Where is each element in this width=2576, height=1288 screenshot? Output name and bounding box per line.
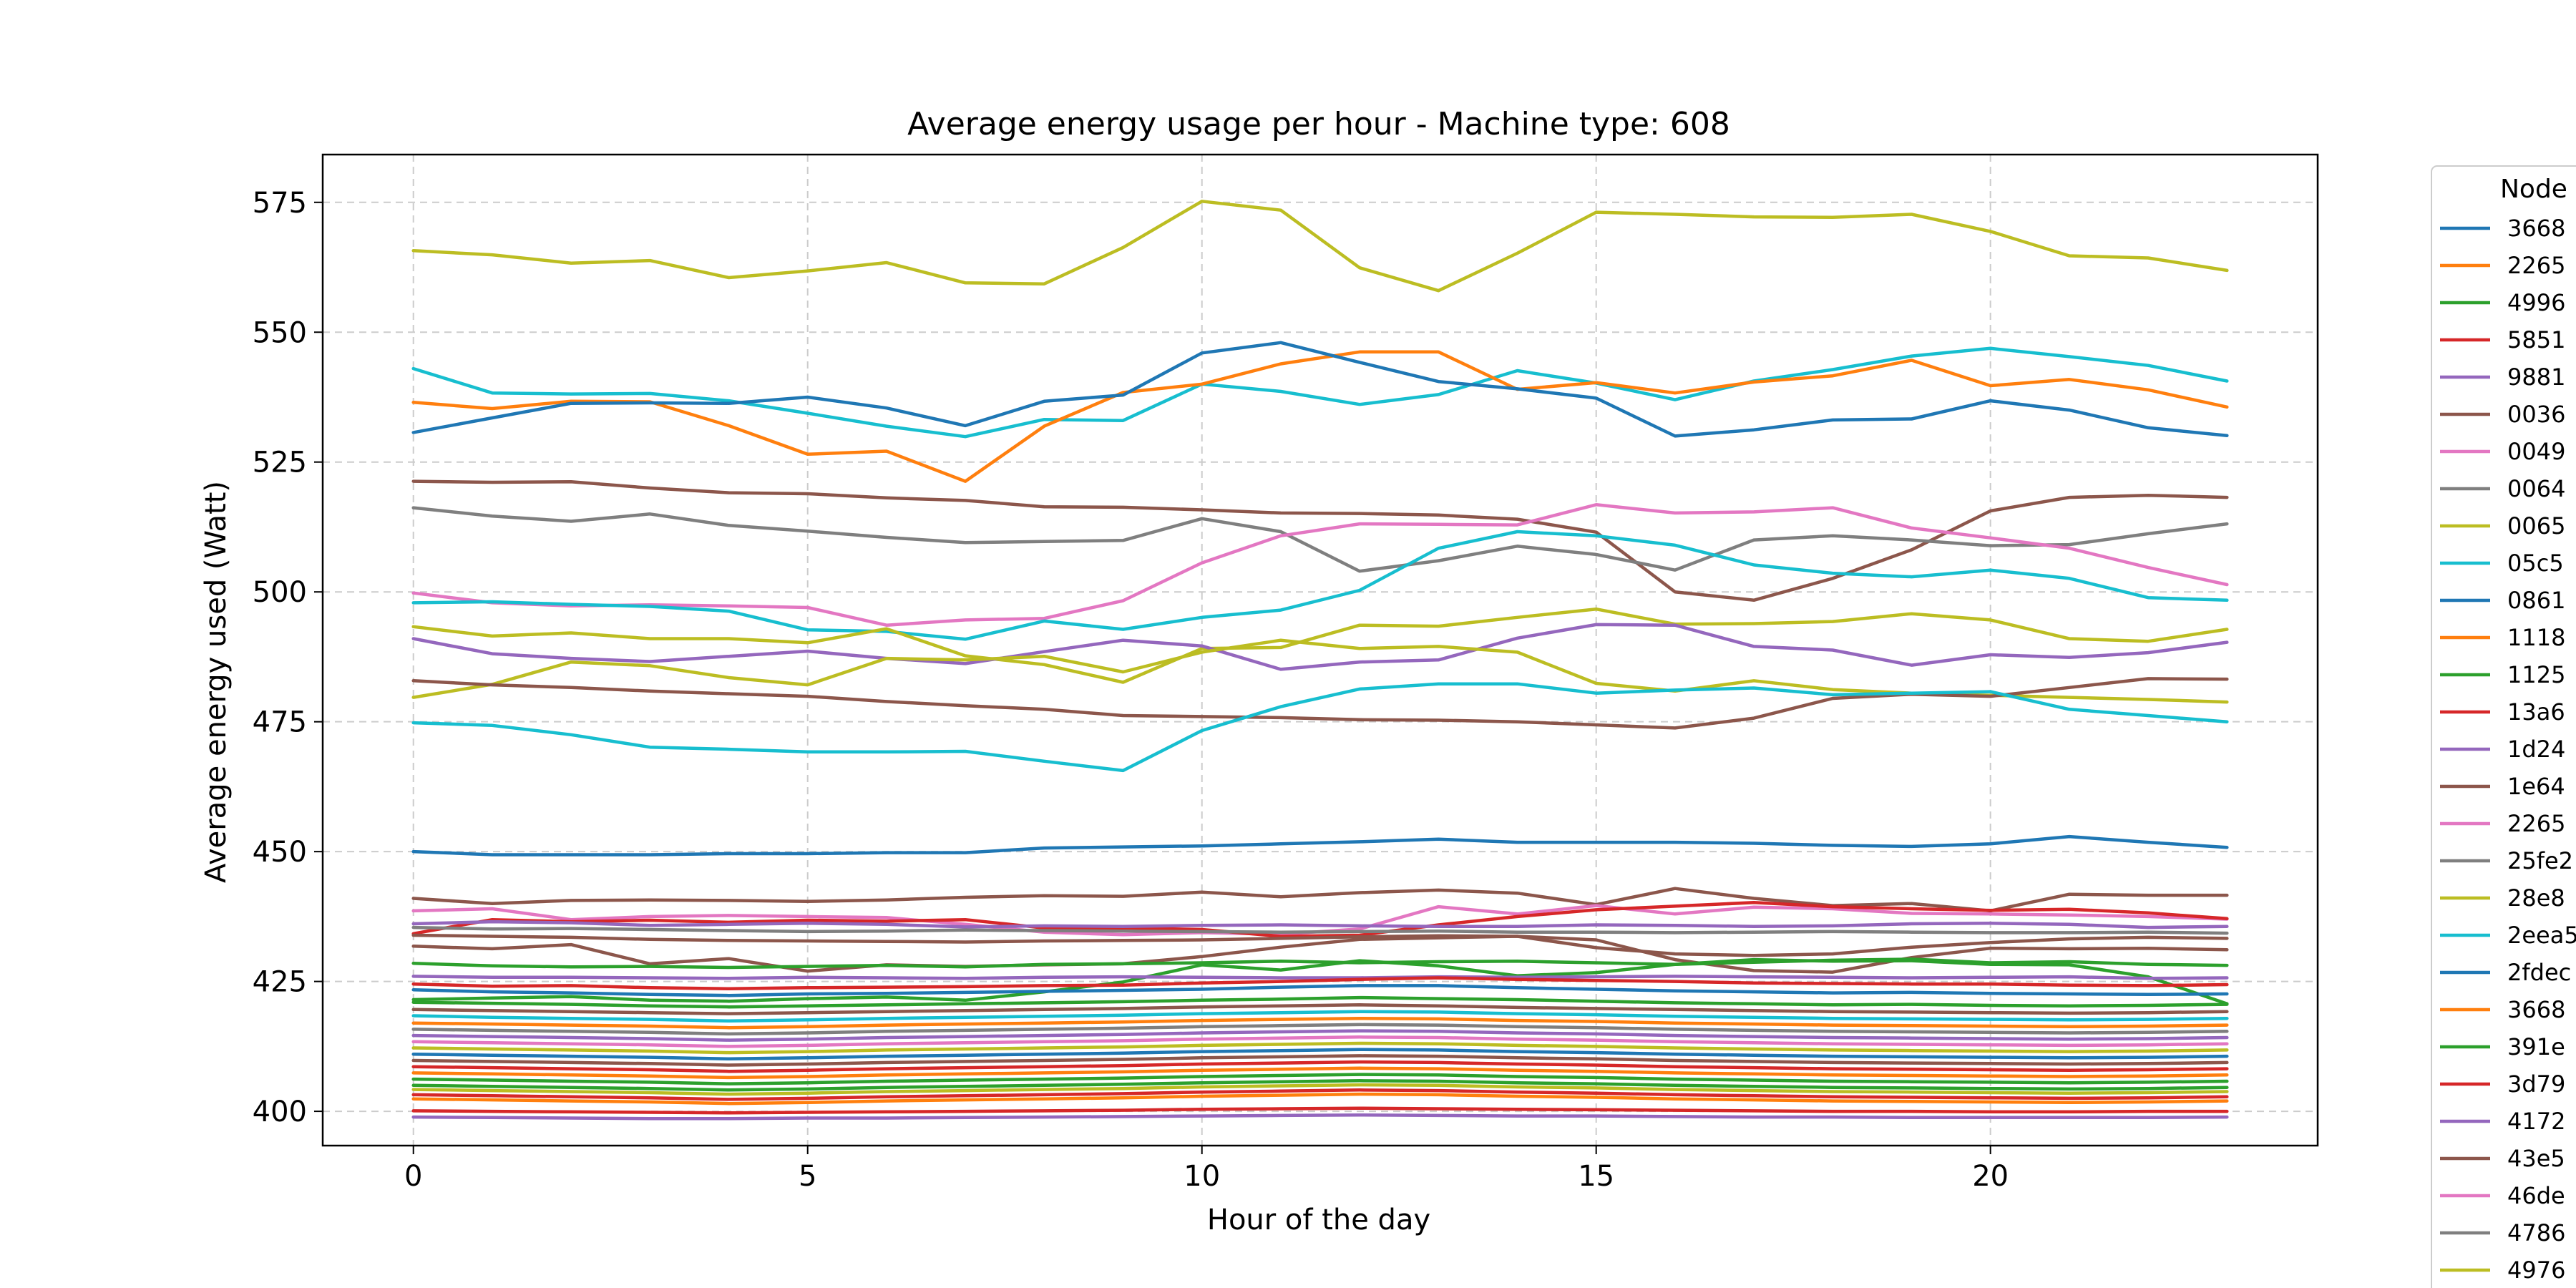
series-line-32 (411, 1035, 2229, 1048)
series-line-11 (411, 677, 2229, 730)
series-line-24 (411, 976, 2229, 991)
series-line-29 (411, 1016, 2229, 1030)
legend-label-3: 5851 (2507, 326, 2565, 353)
plot-area (321, 153, 2319, 1147)
series-line-44 (411, 1113, 2229, 1121)
legend-label-9: 05c5 (2507, 550, 2564, 577)
legend: Node 3668 2265 4996 5851 9881 0036 0049 0064 0065… (2431, 165, 2576, 1288)
legend-label-7: 0064 (2507, 475, 2565, 502)
y-tick-label-7: 575 (253, 187, 307, 220)
series-line-33 (411, 1041, 2229, 1055)
legend-label-11: 1118 (2507, 624, 2565, 651)
series-layer (411, 200, 2229, 1121)
series-line-38 (411, 1073, 2229, 1085)
series-line-3 (411, 341, 2229, 438)
legend-label-16: 2265 (2507, 810, 2565, 837)
series-line-13 (411, 834, 2229, 857)
legend-label-28: 4976 (2507, 1257, 2565, 1284)
legend-label-0: 3668 (2507, 215, 2565, 242)
series-line-40 (411, 1083, 2229, 1096)
legend-label-5: 0036 (2507, 401, 2565, 428)
series-line-25 (411, 984, 2229, 997)
legend-label-18: 28e8 (2507, 884, 2565, 912)
series-line-4 (411, 479, 2229, 602)
legend-label-17: 25fe2 (2507, 847, 2573, 874)
legend-label-23: 3d79 (2507, 1070, 2565, 1098)
legend-label-15: 1e64 (2507, 773, 2565, 800)
series-line-31 (411, 1029, 2229, 1042)
legend-label-1: 2265 (2507, 252, 2565, 279)
legend-label-19: 2eea5 (2507, 922, 2576, 949)
legend-label-25: 43e5 (2507, 1145, 2565, 1172)
x-tick-label-0: 0 (404, 1160, 422, 1193)
x-tick-label-2: 10 (1184, 1160, 1220, 1193)
legend-label-26: 46de (2507, 1182, 2565, 1209)
legend-label-22: 391e (2507, 1033, 2565, 1060)
series-line-35 (411, 1054, 2229, 1067)
series-line-28 (411, 1010, 2229, 1023)
legend-label-4: 9881 (2507, 364, 2565, 391)
series-line-22 (411, 957, 2229, 1006)
y-tick-label-1: 425 (253, 966, 307, 999)
series-line-7 (411, 530, 2229, 641)
legend-box (2431, 165, 2576, 1288)
legend-title: Node (2500, 175, 2567, 204)
chart-title: Average energy usage per hour - Machine … (907, 106, 1730, 142)
y-tick-label-5: 525 (253, 447, 307, 479)
legend-label-21: 3668 (2507, 996, 2565, 1023)
x-tick-label-3: 15 (1578, 1160, 1614, 1193)
legend-label-10: 0861 (2507, 587, 2565, 614)
legend-label-20: 2fdec (2507, 959, 2571, 986)
series-line-6 (411, 503, 2229, 627)
x-tick-label-1: 5 (799, 1160, 816, 1193)
series-line-37 (411, 1066, 2229, 1080)
series-line-42 (411, 1092, 2229, 1106)
y-tick-label-0: 400 (253, 1096, 307, 1128)
series-line-39 (411, 1079, 2229, 1092)
series-line-16 (411, 901, 2229, 938)
legend-label-8: 0065 (2507, 512, 2565, 540)
series-line-26 (411, 995, 2229, 1009)
legend-label-14: 1d24 (2507, 736, 2565, 763)
y-axis-title: Average energy used (Watt) (200, 481, 233, 883)
y-axis: 400 425 450 475 500 525 550 575 (253, 187, 323, 1128)
series-line-9 (411, 623, 2229, 671)
series-line-20 (411, 933, 2229, 957)
y-tick-label-3: 475 (253, 706, 307, 739)
plot-frame (321, 153, 2319, 1147)
x-axis-title: Hour of the day (1207, 1204, 1430, 1236)
legend-label-6: 0049 (2507, 438, 2565, 465)
series-line-17 (411, 919, 2229, 930)
series-line-41 (411, 1088, 2229, 1101)
series-line-27 (411, 1003, 2229, 1015)
series-line-0 (411, 200, 2229, 293)
series-line-5 (411, 506, 2229, 573)
y-tick-label-2: 450 (253, 836, 307, 869)
legend-label-13: 13a6 (2507, 698, 2565, 726)
series-line-8 (411, 607, 2229, 684)
series-line-18 (411, 935, 2229, 974)
series-line-2 (411, 350, 2229, 483)
x-tick-label-4: 20 (1972, 1160, 2009, 1193)
series-line-12 (411, 682, 2229, 773)
series-line-30 (411, 1023, 2229, 1036)
series-line-36 (411, 1060, 2229, 1073)
y-tick-label-6: 550 (253, 316, 307, 349)
series-line-43 (411, 1106, 2229, 1115)
series-line-19 (411, 925, 2229, 935)
legend-label-24: 4172 (2507, 1108, 2565, 1135)
series-line-23 (411, 975, 2229, 980)
legend-label-12: 1125 (2507, 661, 2565, 688)
series-line-14 (411, 887, 2229, 913)
series-line-1 (411, 346, 2229, 439)
legend-label-2: 4996 (2507, 289, 2565, 316)
y-tick-label-4: 500 (253, 576, 307, 609)
legend-label-27: 4786 (2507, 1219, 2565, 1246)
x-axis: 0 5 10 15 20 (404, 1146, 2009, 1193)
series-line-34 (411, 1048, 2229, 1061)
